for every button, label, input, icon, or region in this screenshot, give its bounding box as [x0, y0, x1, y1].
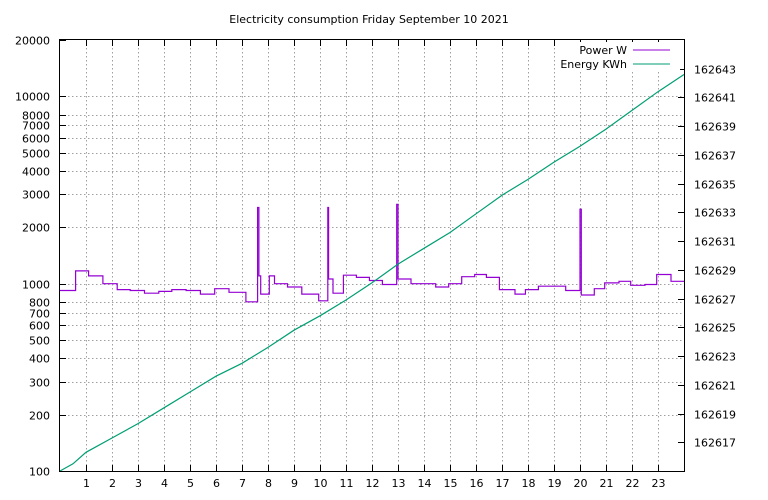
x-tick-label: 16 [470, 477, 484, 490]
y-left-tick-label: 600 [29, 320, 50, 333]
y-left-tick-label: 6000 [22, 133, 50, 146]
x-tick-label: 13 [392, 477, 406, 490]
y-left-tick-label: 4000 [22, 166, 50, 179]
x-tick-label: 6 [213, 477, 220, 490]
x-tick-label: 1 [83, 477, 90, 490]
grid-layer [60, 40, 684, 471]
x-tick-label: 9 [291, 477, 298, 490]
x-tick-label: 5 [187, 477, 194, 490]
x-tick-label: 21 [600, 477, 614, 490]
y-right-tick-label: 162641 [694, 92, 736, 105]
y-right-tick-label: 162619 [694, 409, 736, 422]
plot-frame [59, 39, 685, 472]
x-tick-label: 8 [265, 477, 272, 490]
y-left-tick-label: 2000 [22, 222, 50, 235]
y-left-tick-label: 400 [29, 353, 50, 366]
y-right-tick-label: 162623 [694, 351, 736, 364]
y-left-tick-label: 7000 [22, 120, 50, 133]
x-tick-label: 18 [522, 477, 536, 490]
legend-background [555, 42, 680, 72]
x-tick-label: 19 [548, 477, 562, 490]
y-left-tick-label: 5000 [22, 148, 50, 161]
legend-label-energy: Energy KWh [560, 58, 627, 71]
y-right-tick-label: 162621 [694, 380, 736, 393]
y-left-tick-label: 100 [29, 466, 50, 479]
y-right-tick-label: 162633 [694, 207, 736, 220]
y-right-tick-label: 162631 [694, 236, 736, 249]
y-right-tick-label: 162635 [694, 179, 736, 192]
y-right-tick-label: 162625 [694, 322, 736, 335]
y-right-tick-label: 162617 [694, 437, 736, 450]
legend-label-power: Power W [579, 44, 627, 57]
x-tick-label: 2 [109, 477, 116, 490]
y-right-tick-label: 162637 [694, 150, 736, 163]
y-right-tick-label: 162627 [694, 294, 736, 307]
x-tick-label: 23 [652, 477, 666, 490]
y-left-tick-label: 700 [29, 308, 50, 321]
legend: Power W Energy KWh [555, 42, 680, 72]
y-left-tick-label: 200 [29, 410, 50, 423]
y-right-tick-label: 162639 [694, 121, 736, 134]
x-tick-label: 3 [135, 477, 142, 490]
y-left-tick-label: 3000 [22, 189, 50, 202]
y-right-tick-label: 162629 [694, 265, 736, 278]
y-right-tick-label: 162643 [694, 64, 736, 77]
y-left-tick-label: 1000 [22, 279, 50, 292]
chart-title: Electricity consumption Friday September… [229, 13, 508, 26]
x-tick-label: 14 [418, 477, 432, 490]
x-tick-label: 7 [239, 477, 246, 490]
y-left-tick-label: 20000 [15, 35, 50, 48]
y-left-tick-label: 8000 [22, 110, 50, 123]
energy-kwh-series-line [59, 73, 685, 472]
x-tick-label: 17 [496, 477, 510, 490]
x-tick-label: 22 [626, 477, 640, 490]
x-tick-label: 12 [366, 477, 380, 490]
y-left-tick-label: 500 [29, 335, 50, 348]
series-layer [59, 73, 685, 472]
tick-layer: 1 2 3 4 5 6 7 8 9 10 11 12 13 14 15 16 17 18 19 20 21 22 23100… [15, 35, 736, 491]
y-left-tick-label: 300 [29, 377, 50, 390]
power-w-series-line [60, 203, 684, 303]
x-tick-label: 20 [574, 477, 588, 490]
y-left-tick-label: 800 [29, 297, 50, 310]
x-tick-label: 15 [444, 477, 458, 490]
y-left-tick-label: 10000 [15, 91, 50, 104]
x-tick-label: 10 [314, 477, 328, 490]
x-tick-label: 11 [340, 477, 354, 490]
x-tick-label: 4 [161, 477, 168, 490]
